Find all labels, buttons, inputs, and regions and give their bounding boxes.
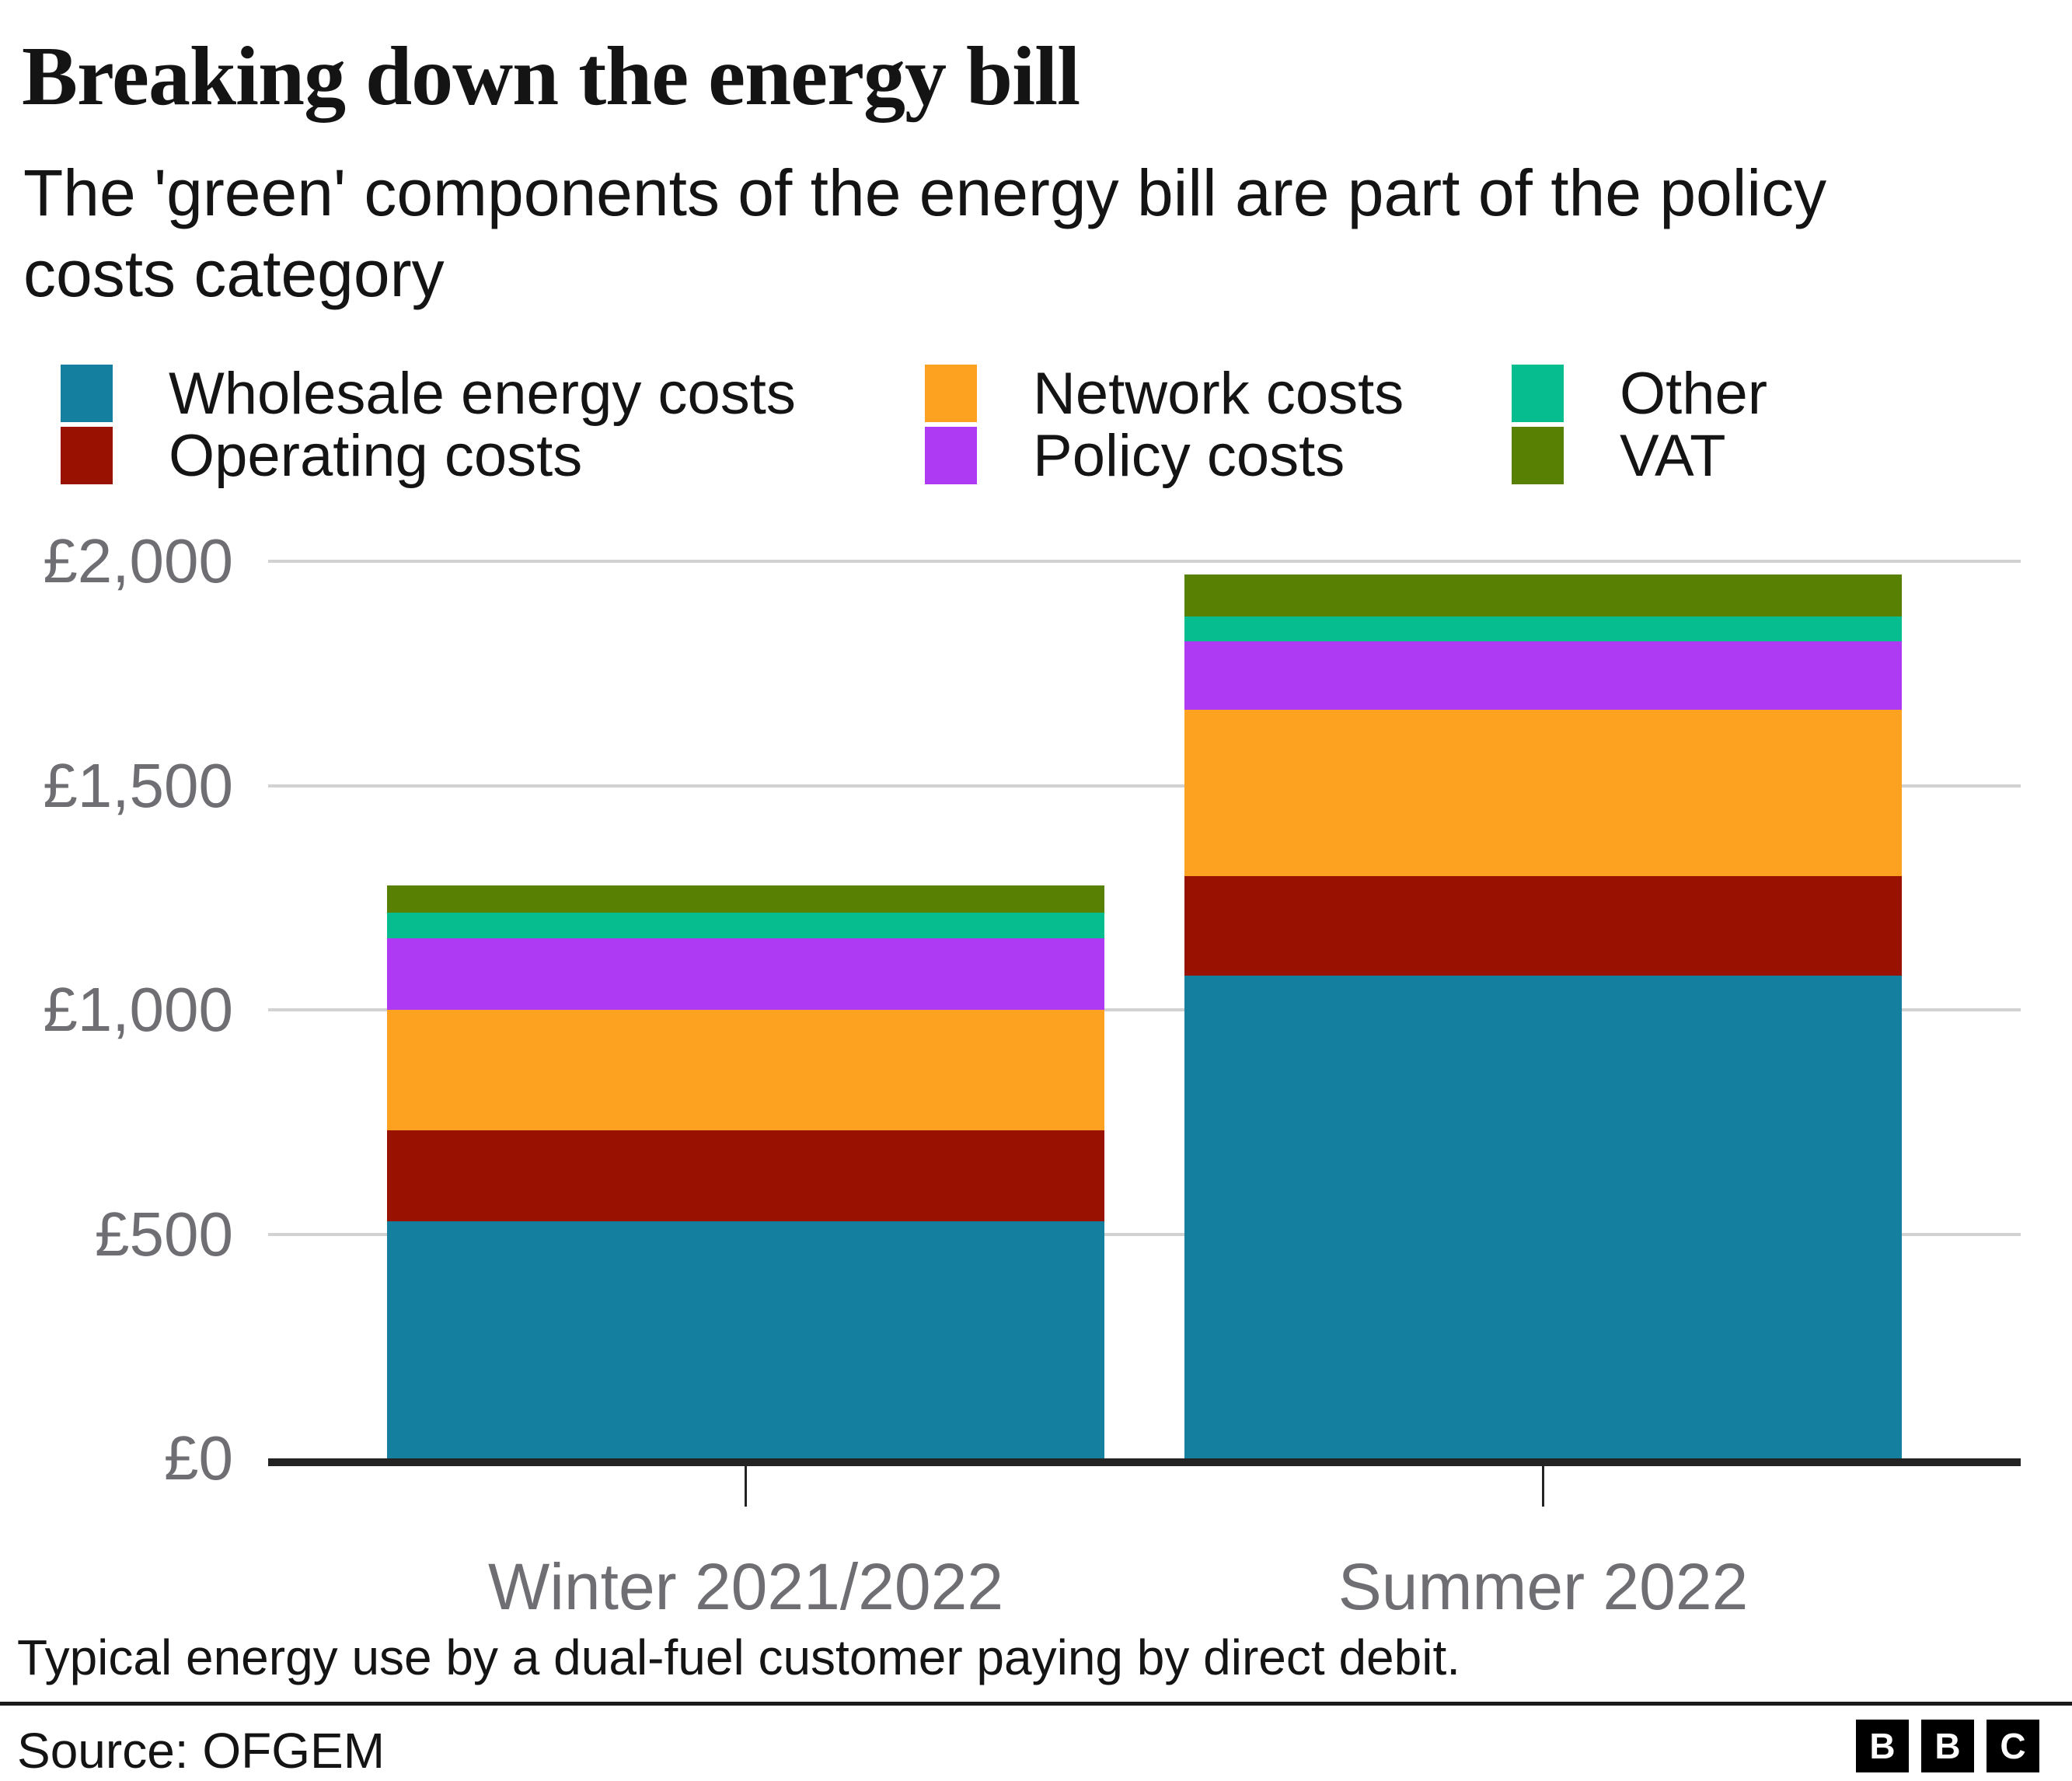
legend-label: Policy costs [1033, 422, 1345, 489]
chart-title: Breaking down the energy bill [22, 30, 1080, 123]
legend-label: Wholesale energy costs [169, 360, 796, 427]
y-axis-label-2000: £2,000 [43, 526, 233, 595]
legend-item-vat: VAT [1512, 423, 1726, 489]
legend-label: Operating costs [169, 422, 583, 489]
legend-swatch-other [1512, 365, 1564, 422]
bbc-logo-letter-1: B [1856, 1720, 1909, 1772]
bar-segment-operating-costs-summer [1184, 876, 1902, 976]
y-axis-label-0: £0 [164, 1423, 233, 1493]
gridline-2000 [268, 560, 2021, 563]
x-tick-1 [745, 1466, 747, 1507]
x-axis-label-2: Summer 2022 [1338, 1550, 1749, 1623]
chart-subtitle: The 'green' components of the energy bil… [23, 156, 1827, 311]
source-credit: Source: OFGEM [17, 1723, 385, 1779]
gridline-500 [268, 1232, 2021, 1236]
bbc-logo-letter-2: B [1921, 1720, 1974, 1772]
bar-segment-network-costs-winter [387, 1010, 1104, 1130]
x-tick-2 [1542, 1466, 1544, 1507]
legend-swatch-policy-costs [925, 427, 977, 484]
legend-swatch-network-costs [925, 365, 977, 422]
bar-segment-network-costs-summer [1184, 709, 1902, 877]
y-axis-label-1000: £1,000 [43, 975, 233, 1044]
gridline-1000 [268, 1008, 2021, 1011]
legend-item-operating-costs: Operating costs [61, 423, 582, 489]
bar-segment-wholesale-energy-costs-summer [1184, 975, 1902, 1458]
legend-item-network-costs: Network costs [925, 361, 1404, 427]
bbc-logo-letter-3: C [1987, 1720, 2039, 1772]
legend-swatch-operating-costs [61, 427, 113, 484]
legend-swatch-wholesale-energy-costs [61, 365, 113, 422]
bar-segment-vat-summer [1184, 574, 1902, 616]
bar-segment-operating-costs-winter [387, 1130, 1104, 1222]
legend-label: VAT [1620, 422, 1726, 489]
bar-segment-policy-costs-winter [387, 938, 1104, 1010]
bar-segment-vat-winter [387, 885, 1104, 913]
x-axis-line [268, 1458, 2021, 1466]
y-axis-label-500: £500 [95, 1199, 233, 1269]
legend-label: Network costs [1033, 360, 1404, 427]
bar-segment-policy-costs-summer [1184, 641, 1902, 710]
legend-label: Other [1620, 360, 1768, 427]
legend-item-wholesale-energy-costs: Wholesale energy costs [61, 361, 796, 427]
legend-swatch-vat [1512, 427, 1564, 484]
bar-segment-other-summer [1184, 616, 1902, 641]
bar-segment-other-winter [387, 913, 1104, 939]
legend-item-policy-costs: Policy costs [925, 423, 1345, 489]
footnote: Typical energy use by a dual-fuel custom… [17, 1629, 1460, 1685]
footer-divider [0, 1702, 2072, 1706]
legend-item-other: Other [1512, 361, 1767, 427]
gridline-1500 [268, 784, 2021, 787]
bar-segment-wholesale-energy-costs-winter [387, 1221, 1104, 1458]
y-axis-label-1500: £1,500 [43, 750, 233, 820]
x-axis-label-1: Winter 2021/2022 [487, 1550, 1004, 1623]
